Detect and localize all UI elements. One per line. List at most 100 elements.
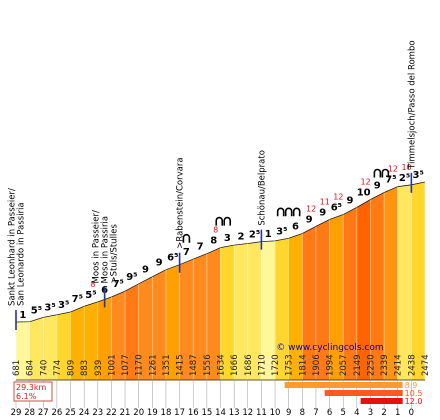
profile-segment	[411, 181, 426, 381]
altitude-label: 2438	[407, 354, 417, 376]
altitude-label: 1710	[257, 354, 267, 376]
place-label: Moos in Passeier/	[92, 210, 102, 283]
gradient-label: 8	[210, 236, 217, 247]
altitude-label: 740	[39, 360, 49, 376]
altitude-labels: 681 684 740 774 809 883 939 1001 1077 1170 1261 135…	[12, 354, 431, 376]
place-label: Timmelsjoch/Passo del Rombo	[407, 40, 417, 169]
profile-segment	[397, 184, 412, 381]
km-tick-label: 17	[174, 408, 185, 418]
max-gradient-bar	[360, 398, 403, 404]
max-gradient-bar	[324, 390, 403, 396]
altitude-label: 1666	[230, 354, 240, 376]
gradient-label: 9	[319, 207, 326, 218]
altitude-label: 1720	[271, 354, 281, 376]
summary-box-frame	[13, 381, 53, 402]
km-tick-label: 0	[409, 408, 414, 418]
altitude-label: 1753	[285, 354, 295, 376]
km-tick-label: 14	[215, 408, 226, 418]
place-label: Schönau/Belprato	[257, 150, 267, 226]
place-label: >Stuls/Stulles	[110, 223, 120, 283]
km-tick-label: 2	[381, 408, 386, 418]
gradient-label: 10	[357, 187, 371, 198]
altitude-label: 1077	[121, 354, 131, 376]
altitude-label: 2339	[380, 354, 390, 376]
altitude-label: 2474	[421, 354, 431, 376]
hairpin-icon	[215, 216, 224, 226]
watermark: © www.cyclingcols.com	[276, 343, 383, 353]
gradient-label: 2	[237, 232, 244, 243]
max-gradient-value: 10.5	[405, 389, 423, 398]
altitude-label: 1351	[162, 354, 172, 376]
altitude-label: 1994	[326, 354, 336, 376]
max-gradient-value: 8.9	[405, 381, 418, 390]
altitude-label: 1634	[217, 354, 227, 376]
gradient-label: 7⁵	[385, 175, 396, 186]
place-label: Sankt Leonhard in Passeier/	[8, 188, 18, 306]
gradient-label: 9	[142, 265, 149, 276]
hairpin-icon	[284, 207, 293, 217]
altitude-label: 939	[94, 360, 104, 376]
gradient-label: 7⁵	[113, 279, 124, 290]
altitude-label: 1261	[148, 354, 158, 376]
place-label: San Leonardo in Passiria	[17, 202, 27, 306]
altitude-label: 1814	[298, 354, 308, 376]
altitude-label: 2414	[394, 354, 404, 376]
altitude-label: 1556	[203, 354, 213, 376]
km-tick-label: 3	[368, 408, 373, 418]
gradient-label: 5⁵	[31, 305, 42, 316]
watermark-text: © www.cyclingcols.com	[276, 343, 383, 353]
km-tick-label: 1	[395, 408, 400, 418]
gradient-label: 7⁵	[72, 294, 83, 305]
km-tick-label: 10	[270, 408, 281, 418]
altitude-label: 1906	[312, 354, 322, 376]
max-gradient-value: 12.0	[405, 397, 423, 406]
km-tick-label: 4	[354, 408, 359, 418]
km-tick-label: 22	[106, 408, 117, 418]
hairpin-icon	[276, 207, 285, 217]
altitude-label: 1487	[189, 354, 199, 376]
km-tick-label: 11	[256, 408, 267, 418]
km-tick-label: 23	[92, 408, 103, 418]
km-tick-label: 29	[11, 408, 22, 418]
gradient-label: 9	[347, 195, 354, 206]
hairpin-icon	[182, 233, 191, 243]
segment-max-label: 12	[333, 193, 343, 202]
segment-max-label: 12	[306, 204, 316, 213]
altitude-label: 1001	[107, 354, 117, 376]
place-labels: Sankt Leonhard in Passeier/San Leonardo …	[8, 40, 417, 330]
summary-gradient: 6.1%	[16, 392, 37, 401]
altitude-label: 809	[67, 360, 77, 376]
km-tick-label: 28	[24, 408, 35, 418]
gradient-label: 3	[224, 233, 231, 244]
altitude-label: 684	[26, 360, 36, 376]
place-label: >Rabenstein/Corvara	[176, 157, 186, 248]
summary-box: 29.3km 6.1%	[13, 381, 53, 402]
gradient-label: 3⁵	[413, 170, 424, 181]
hairpin-icon	[373, 168, 382, 178]
gradient-label: 9	[374, 181, 381, 192]
km-tick-label: 15	[201, 408, 212, 418]
profile-segment	[383, 186, 398, 381]
km-tick-label: 5	[340, 408, 345, 418]
gradient-label: 3⁵	[44, 303, 55, 314]
altitude-label: 1170	[135, 354, 145, 376]
gradient-label: 6	[292, 222, 299, 233]
km-tick-label: 26	[51, 408, 62, 418]
altitude-label: 681	[12, 360, 22, 376]
profile-segment	[342, 206, 358, 381]
km-tick-label: 8	[300, 408, 305, 418]
segment-max-label: 8	[90, 280, 95, 289]
segment-max-label: 8	[213, 226, 218, 235]
km-tick-label: 12	[242, 408, 253, 418]
gradient-label: 1	[265, 229, 272, 240]
max-gradient-bar	[284, 382, 403, 388]
max-gradient-bars: 8.910.512.0	[284, 381, 423, 406]
altitude-label: 1415	[176, 354, 186, 376]
gradient-label: 3⁵	[58, 300, 69, 311]
segment-max-label: 12	[361, 177, 371, 186]
place-label: Moso in Passiria	[101, 216, 111, 284]
altitude-label: 774	[53, 360, 63, 376]
gradient-label: 9⁵	[126, 272, 137, 283]
